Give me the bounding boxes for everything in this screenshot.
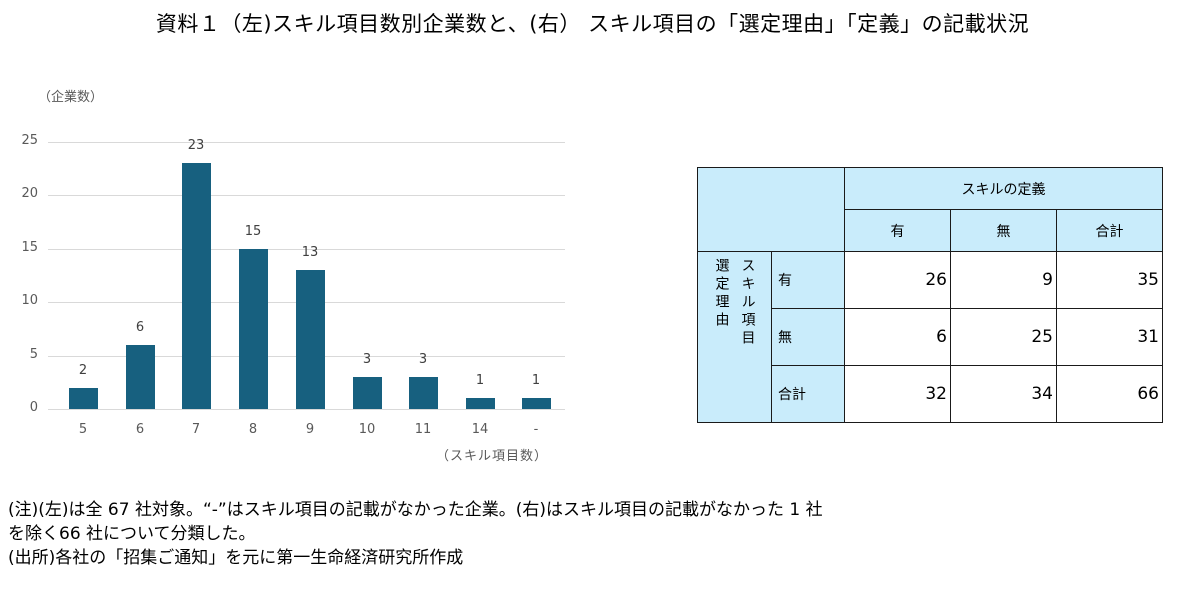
bar-14	[466, 398, 495, 409]
x-tick: 8	[248, 422, 258, 437]
bar-9	[296, 270, 325, 409]
col-header: 有	[844, 209, 951, 252]
y-tick: 25	[21, 133, 38, 148]
row-group-header: スキル項目 選定理由	[697, 251, 772, 423]
y-tick: 15	[21, 240, 38, 255]
data-label: 15	[244, 224, 262, 239]
corner-cell	[697, 167, 845, 252]
table-cell: 25	[950, 308, 1057, 366]
bar-8	[239, 249, 268, 409]
data-label: 3	[362, 352, 372, 367]
row-header: 無	[771, 308, 845, 366]
row-header: 合計	[771, 365, 845, 423]
x-tick: 5	[78, 422, 88, 437]
bar-11	[409, 377, 438, 409]
note-line: (注)(左)は全 67 社対象。“-”はスキル項目の記載がなかった企業。(右)は…	[8, 500, 823, 520]
table-cell: 9	[950, 251, 1057, 309]
bar-10	[353, 377, 382, 409]
x-axis-unit-label: （スキル項目数）	[436, 449, 549, 464]
bar-chart: （企業数） 0 5 10 15 20 25 2 6 23 15 13 3 3 1…	[0, 80, 600, 470]
data-label: 3	[418, 352, 428, 367]
row-group-header-inner: スキル項目	[739, 258, 756, 348]
data-label: 1	[531, 373, 541, 388]
bar-7	[182, 163, 211, 409]
x-tick: 11	[414, 422, 432, 437]
data-label: 13	[301, 245, 319, 260]
table-cell: 66	[1056, 365, 1163, 423]
footnotes: (注)(左)は全 67 社対象。“-”はスキル項目の記載がなかった企業。(右)は…	[8, 498, 823, 570]
x-tick: 10	[358, 422, 376, 437]
bar-5	[69, 388, 98, 409]
data-label: 6	[135, 320, 145, 335]
gridline-0	[48, 409, 565, 410]
crosstab-table: スキルの定義 有 無 合計 スキル項目 選定理由 有 26 9 35 無 6 2…	[697, 167, 1163, 423]
col-group-header: スキルの定義	[844, 167, 1163, 210]
page-title: 資料１（左)スキル項目数別企業数と、(右） スキル項目の「選定理由」「定義」の記…	[155, 12, 1030, 36]
gridline-25	[48, 142, 565, 143]
row-header: 有	[771, 251, 845, 309]
y-tick: 10	[21, 293, 38, 308]
x-tick: 9	[305, 422, 315, 437]
x-tick: 7	[191, 422, 201, 437]
table-cell: 35	[1056, 251, 1163, 309]
table-cell: 6	[844, 308, 951, 366]
table-cell: 26	[844, 251, 951, 309]
data-label: 1	[475, 373, 485, 388]
bar-none	[522, 398, 551, 409]
bar-6	[126, 345, 155, 409]
note-line: を除く66 社について分類した。	[8, 524, 256, 544]
gridline-15	[48, 249, 565, 250]
col-header: 合計	[1056, 209, 1163, 252]
table-cell: 32	[844, 365, 951, 423]
y-tick: 20	[21, 186, 38, 201]
y-tick: 5	[29, 347, 38, 362]
table-cell: 34	[950, 365, 1057, 423]
data-label: 23	[187, 138, 205, 153]
gridline-20	[48, 195, 565, 196]
table-cell: 31	[1056, 308, 1163, 366]
y-axis-unit-label: （企業数）	[38, 90, 104, 105]
data-label: 2	[78, 363, 88, 378]
y-tick: 0	[29, 400, 38, 415]
source-line: (出所)各社の「招集ご通知」を元に第一生命経済研究所作成	[8, 548, 464, 568]
x-tick: 6	[135, 422, 145, 437]
x-tick: 14	[471, 422, 489, 437]
row-group-header-outer: 選定理由	[713, 258, 730, 330]
x-tick: -	[533, 422, 539, 437]
col-header: 無	[950, 209, 1057, 252]
